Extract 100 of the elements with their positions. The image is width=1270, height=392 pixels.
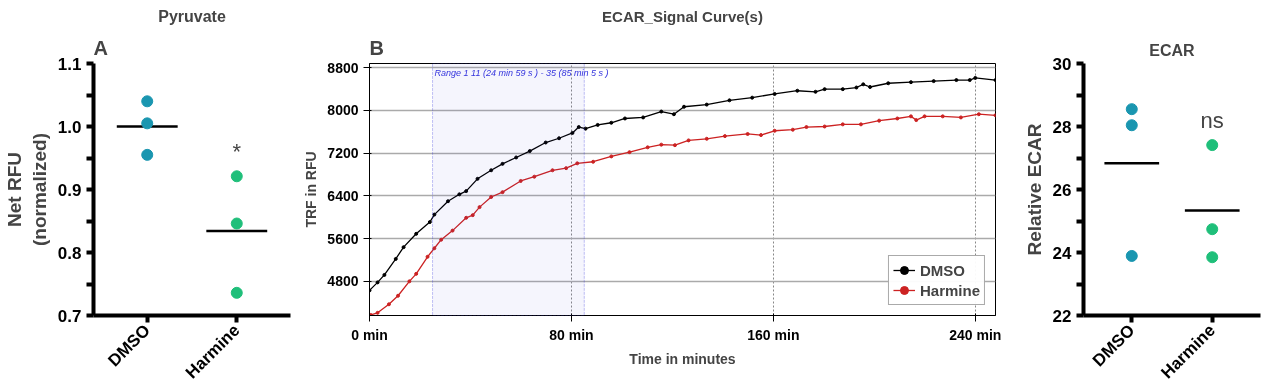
point: [704, 102, 709, 107]
point: [543, 140, 548, 145]
x-axis-title: Time in minutes: [629, 350, 736, 367]
point: [375, 280, 380, 285]
chart-title: ECAR_Signal Curve(s): [602, 7, 763, 25]
point: [470, 213, 475, 218]
point: [967, 78, 972, 83]
x-tick-label: 160 min: [747, 326, 800, 343]
point: [759, 133, 763, 138]
chart-title: ECAR: [1149, 41, 1196, 59]
point: [671, 112, 676, 117]
legend-label: Harmine: [919, 281, 980, 299]
point: [407, 279, 412, 284]
y-tick-label: 26: [1052, 180, 1072, 200]
point: [557, 136, 562, 141]
point: [401, 245, 406, 250]
point: [931, 79, 936, 84]
legend-label: DMSO: [919, 261, 965, 279]
point: [973, 75, 978, 80]
point: [609, 154, 614, 159]
point: [570, 130, 575, 135]
point: [464, 189, 469, 194]
point: [414, 271, 419, 276]
point: [840, 122, 845, 127]
point: [622, 116, 627, 121]
point: [583, 126, 588, 131]
point: [886, 81, 891, 86]
point: [518, 178, 523, 183]
point: [514, 155, 519, 160]
point: [772, 91, 777, 96]
y-tick-label: 8000: [327, 102, 359, 119]
point: [722, 134, 727, 139]
point: [427, 220, 432, 225]
point: [564, 166, 569, 171]
point: [804, 125, 809, 130]
point: [854, 85, 859, 90]
point: [704, 136, 709, 141]
point: [954, 78, 959, 83]
point: [895, 116, 900, 121]
point: [813, 89, 818, 94]
point: [914, 118, 919, 123]
point: [432, 212, 437, 217]
point: [500, 161, 505, 166]
text: A: [93, 36, 108, 59]
point: [672, 143, 677, 148]
point: [477, 205, 482, 210]
band-label: Range 1 11 (24 min 59 s ) - 35 (85 min 5 s ): [434, 67, 609, 78]
x-tick-label: 80 min: [549, 326, 594, 343]
y-tick-label: 0.8: [57, 243, 82, 263]
point: [575, 161, 580, 166]
point: [609, 120, 614, 125]
point: [464, 215, 469, 220]
y-tick-label: 0.9: [57, 180, 82, 200]
point: [645, 145, 650, 150]
point: [868, 84, 873, 89]
point: [375, 310, 380, 315]
y-tick-label: 22: [1052, 306, 1072, 326]
point: [772, 128, 777, 133]
point: [532, 174, 537, 179]
point: [425, 254, 430, 259]
y-tick-label: 7200: [327, 145, 359, 162]
point: [877, 118, 882, 123]
point: [500, 190, 505, 195]
annotation: ns: [1200, 108, 1224, 134]
point: [922, 114, 927, 119]
point: [527, 149, 532, 154]
point: [627, 150, 632, 155]
point: [386, 302, 391, 307]
text: 1.0: [57, 117, 82, 137]
point: [858, 122, 863, 127]
point: [450, 228, 455, 233]
point: [432, 246, 437, 251]
point: [414, 231, 419, 236]
point: [822, 87, 827, 92]
point: [822, 124, 827, 129]
point: [976, 112, 981, 117]
x-tick-label: 240 min: [949, 326, 1002, 343]
y-tick-label: 28: [1052, 117, 1072, 137]
x-tick-label: 0 min: [351, 326, 388, 343]
point: [745, 131, 750, 136]
text: B: [369, 36, 384, 59]
point: [727, 98, 732, 103]
annotation: *: [232, 139, 242, 165]
y-axis-title: TRF in RFU: [303, 151, 320, 228]
chart-title: Pyruvate: [158, 7, 226, 25]
point: [396, 293, 401, 298]
point: [489, 168, 494, 173]
y-tick-label: 5600: [327, 230, 359, 247]
point: [682, 104, 687, 109]
point: [576, 125, 581, 130]
point: [958, 115, 963, 120]
y-tick-label: 4800: [327, 273, 359, 290]
point: [840, 87, 845, 92]
point: [393, 256, 398, 261]
y-tick-label: 0.7: [57, 306, 82, 326]
point: [457, 192, 462, 197]
point: [475, 176, 480, 181]
y-tick-label: 24: [1052, 243, 1073, 263]
point: [750, 95, 755, 100]
point: [591, 159, 596, 164]
